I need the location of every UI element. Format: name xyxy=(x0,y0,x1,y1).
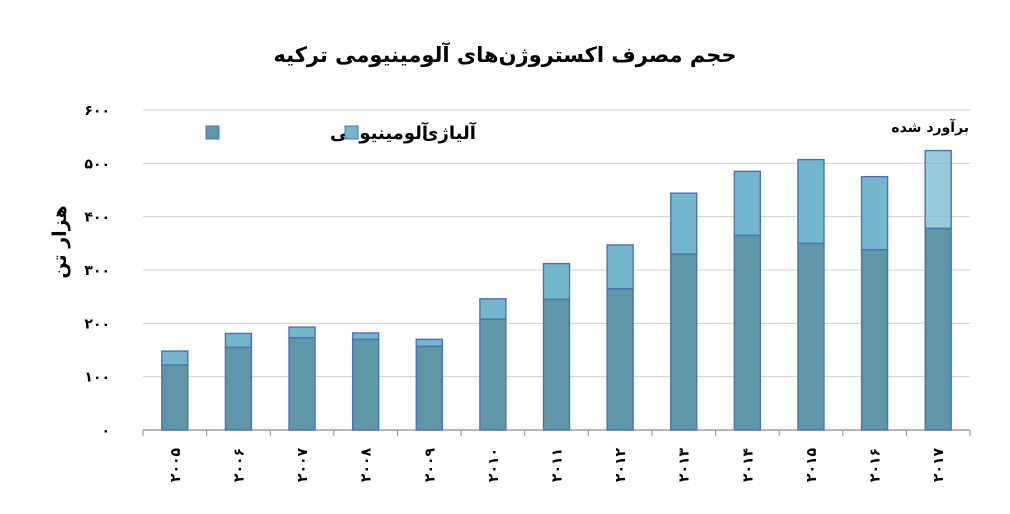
x-tick-label: ۲۰۱۶ xyxy=(868,448,884,482)
x-tick-label: ۲۰۱۳ xyxy=(677,447,693,482)
x-tick-label: ۲۰۰۶ xyxy=(231,448,247,482)
x-tick-label: ۲۰۰۸ xyxy=(359,447,375,482)
gridlines xyxy=(143,109,970,431)
bar-segment xyxy=(670,192,698,255)
bar-segment xyxy=(733,170,762,237)
bar-segment xyxy=(351,332,380,341)
legend-swatch xyxy=(344,125,359,140)
bar-segment xyxy=(606,244,634,290)
bar-segment xyxy=(606,287,634,431)
bar-segment xyxy=(542,262,571,301)
bar-segment xyxy=(351,338,380,431)
bar-segment xyxy=(415,338,443,347)
y-tick-label: ۰ xyxy=(101,423,110,439)
x-tick-label: ۲۰۰۹ xyxy=(422,447,438,482)
legend-swatch xyxy=(205,125,220,140)
y-tick-label: ۳۰۰ xyxy=(84,263,110,279)
bar-segment xyxy=(479,298,507,320)
x-tick-label: ۲۰۱۴ xyxy=(740,447,756,482)
bar-segment xyxy=(224,332,253,349)
bar-segment xyxy=(733,234,762,431)
x-tick-label: ۲۰۱۰ xyxy=(486,448,502,482)
y-tick-label: ۵۰۰ xyxy=(84,156,110,172)
x-tick-label: ۲۰۱۲ xyxy=(613,447,629,482)
legend-label: آلیاژی xyxy=(422,121,477,144)
bar-segment xyxy=(860,175,889,251)
y-axis-label: هزار تن xyxy=(49,205,71,278)
chart-title: حجم مصرف اکستروژن‌های آلومینیومی ترکیه xyxy=(273,42,736,67)
bar-segment xyxy=(797,158,825,245)
bar-segment xyxy=(670,253,698,431)
x-tick-label: ۲۰۰۵ xyxy=(168,447,184,482)
y-tick-label: ۶۰۰ xyxy=(84,103,110,119)
bar-segment xyxy=(924,149,952,230)
y-tick-label: ۲۰۰ xyxy=(84,316,110,332)
bar-segment xyxy=(479,318,507,431)
bar-segment xyxy=(288,337,316,431)
bars xyxy=(161,149,952,431)
bar-segment xyxy=(797,242,825,431)
bar-segment xyxy=(161,364,189,431)
estimate-annotation: برآورد شده xyxy=(891,118,969,136)
x-tick-label: ۲۰۱۷ xyxy=(931,447,947,482)
y-axis-ticks: ۰ ۱۰۰ ۲۰۰ ۳۰۰ ۴۰۰ ۵۰۰ ۶۰۰ xyxy=(84,103,110,439)
bar-segment xyxy=(542,298,571,431)
y-tick-label: ۴۰۰ xyxy=(84,210,110,226)
x-tick-label: ۲۰۱۵ xyxy=(804,447,820,482)
x-tick-label: ۲۰۰۷ xyxy=(295,447,311,482)
bar-segment xyxy=(415,345,443,431)
bar-segment xyxy=(924,227,952,431)
bar-segment xyxy=(224,346,253,431)
y-tick-label: ۱۰۰ xyxy=(84,370,110,386)
x-tick-label: ۲۰۱۱ xyxy=(550,448,566,482)
bar-segment xyxy=(161,350,189,366)
bar-segment xyxy=(860,249,889,431)
x-axis: ۲۰۰۵ ۲۰۰۶ ۲۰۰۷ ۲۰۰۸ ۲۰۰۹ ۲۰۱۰ ۲۰۱۱ ۲۰۱۲ ۲۰۱۳ ۲۰۱۴… xyxy=(142,430,971,482)
bar-segment xyxy=(288,326,316,339)
